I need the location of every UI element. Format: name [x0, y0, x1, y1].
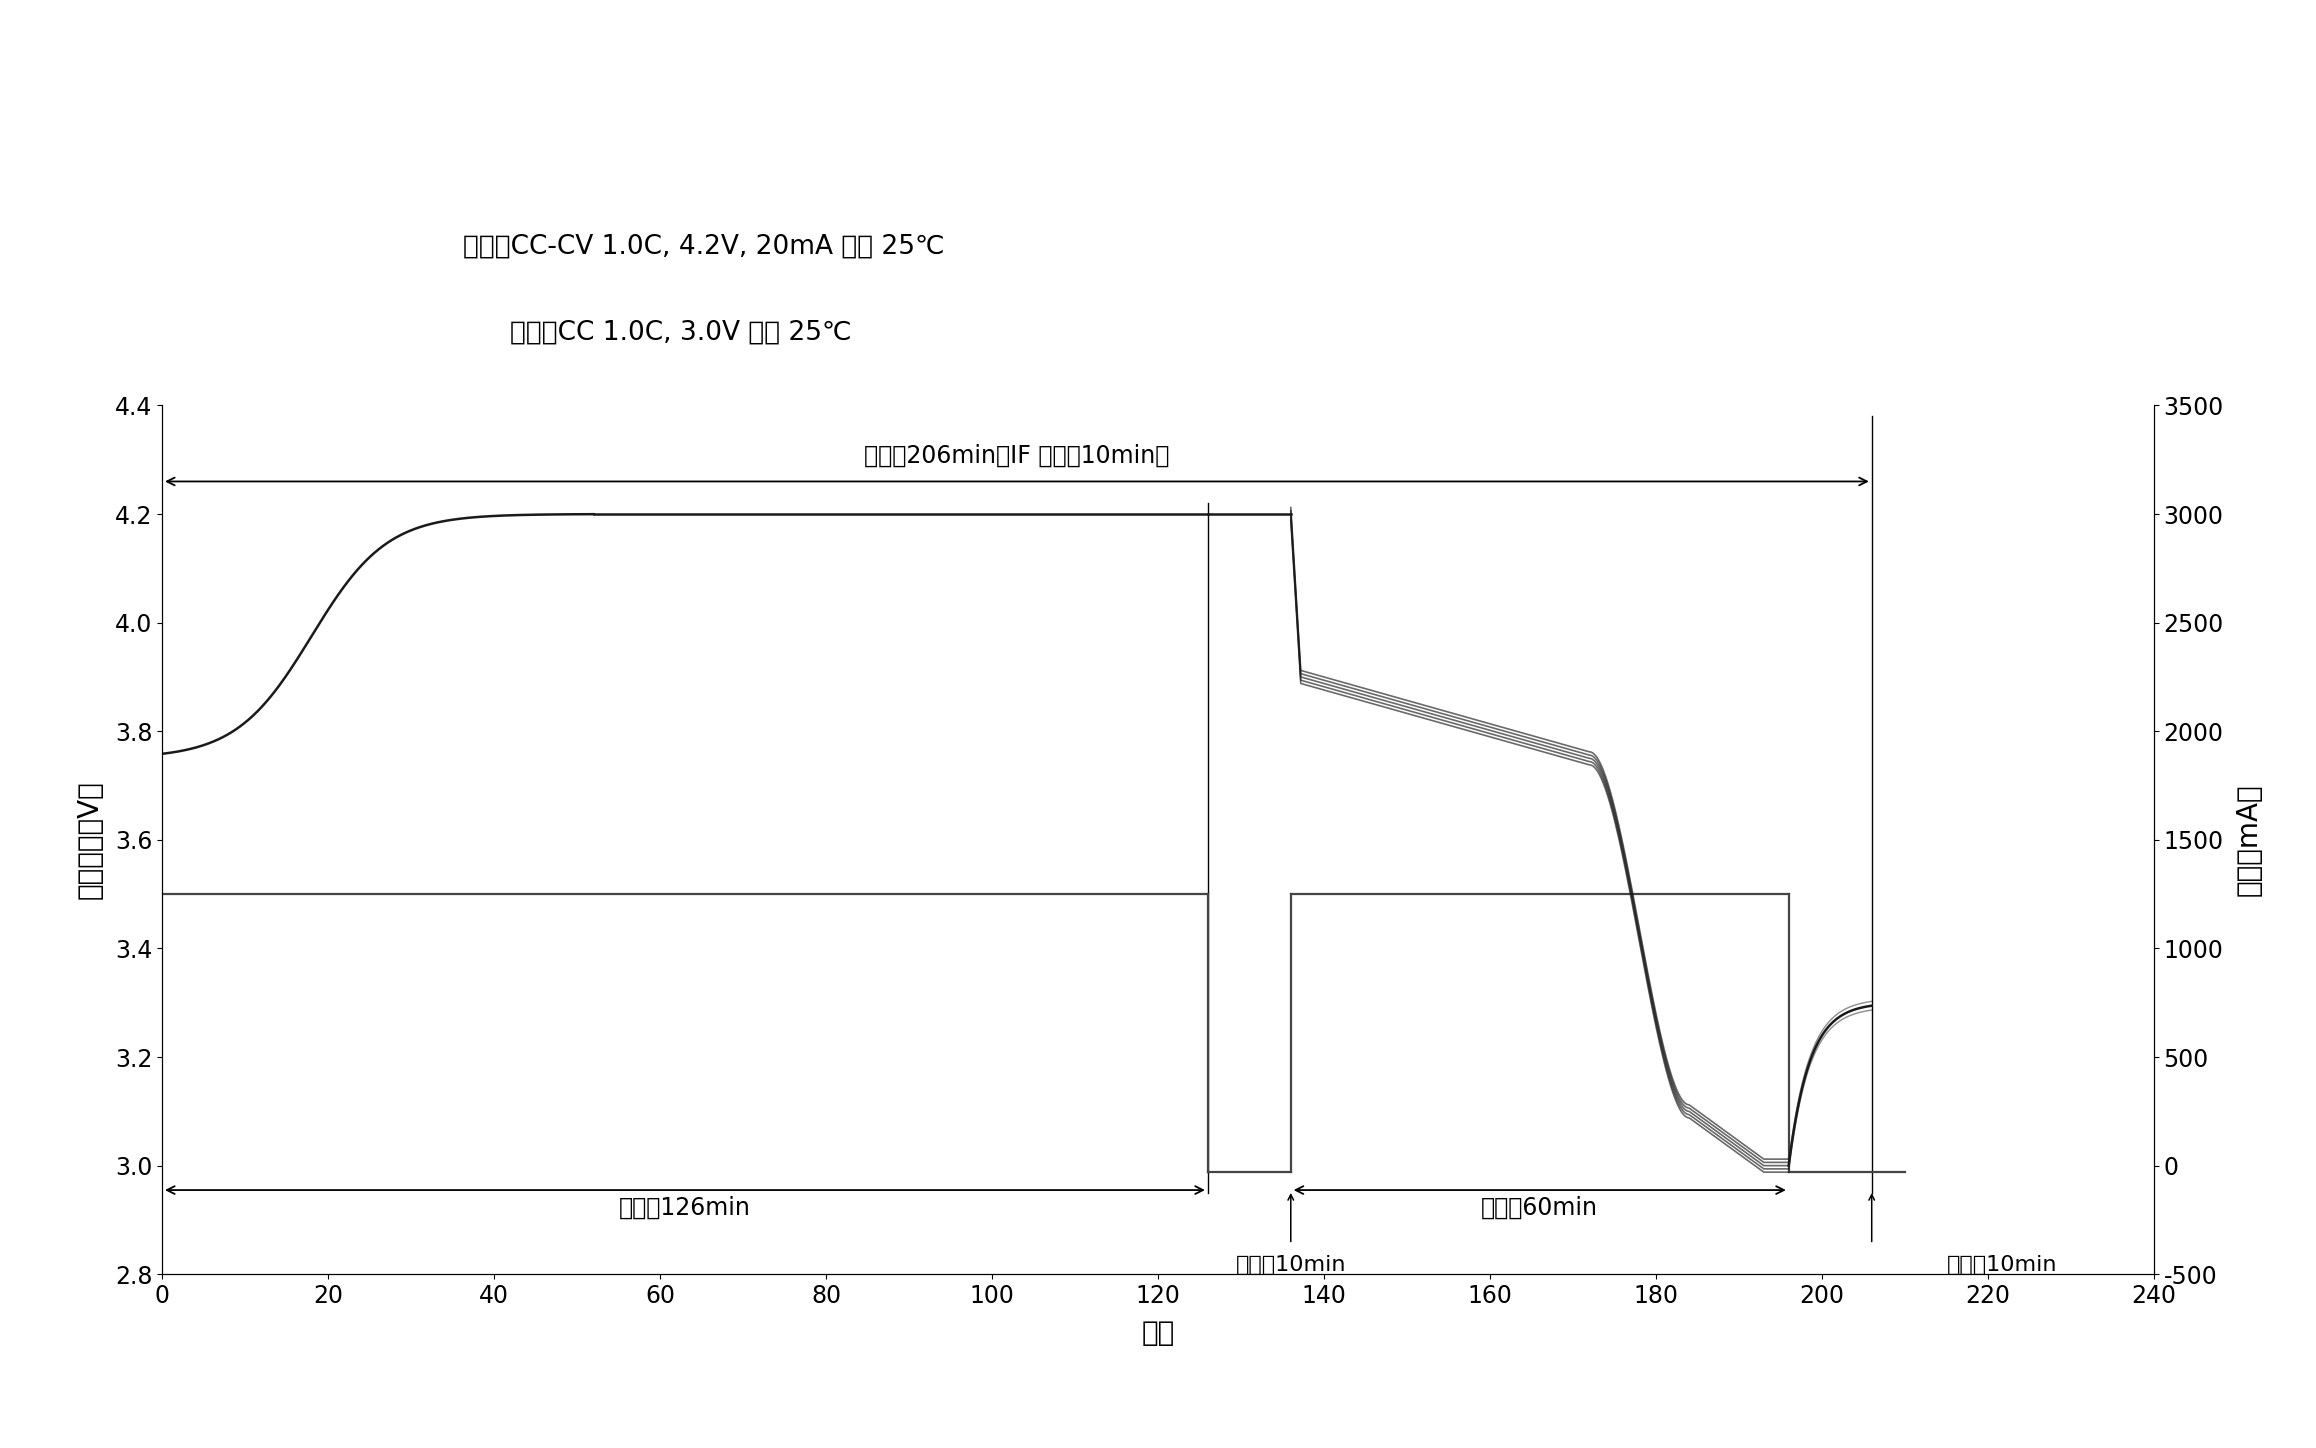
Y-axis label: 电流（mA）: 电流（mA） — [2235, 783, 2263, 896]
Text: 放电：60min: 放电：60min — [1482, 1196, 1598, 1219]
X-axis label: 分钟: 分钟 — [1142, 1319, 1174, 1347]
Y-axis label: 电池电压（V）: 电池电压（V） — [76, 780, 104, 899]
Text: 恢复：10min: 恢复：10min — [1945, 1255, 2057, 1276]
Text: 总计：206min（IF 恢复：10min）: 总计：206min（IF 恢复：10min） — [864, 445, 1170, 468]
Text: 放电：CC 1.0C, 3.0V 截止 25℃: 放电：CC 1.0C, 3.0V 截止 25℃ — [510, 320, 852, 346]
Text: 充电：126min: 充电：126min — [618, 1196, 750, 1219]
Text: 恢复：10min: 恢复：10min — [1234, 1255, 1346, 1276]
Text: 充电：CC-CV 1.0C, 4.2V, 20mA 截止 25℃: 充电：CC-CV 1.0C, 4.2V, 20mA 截止 25℃ — [463, 233, 945, 259]
